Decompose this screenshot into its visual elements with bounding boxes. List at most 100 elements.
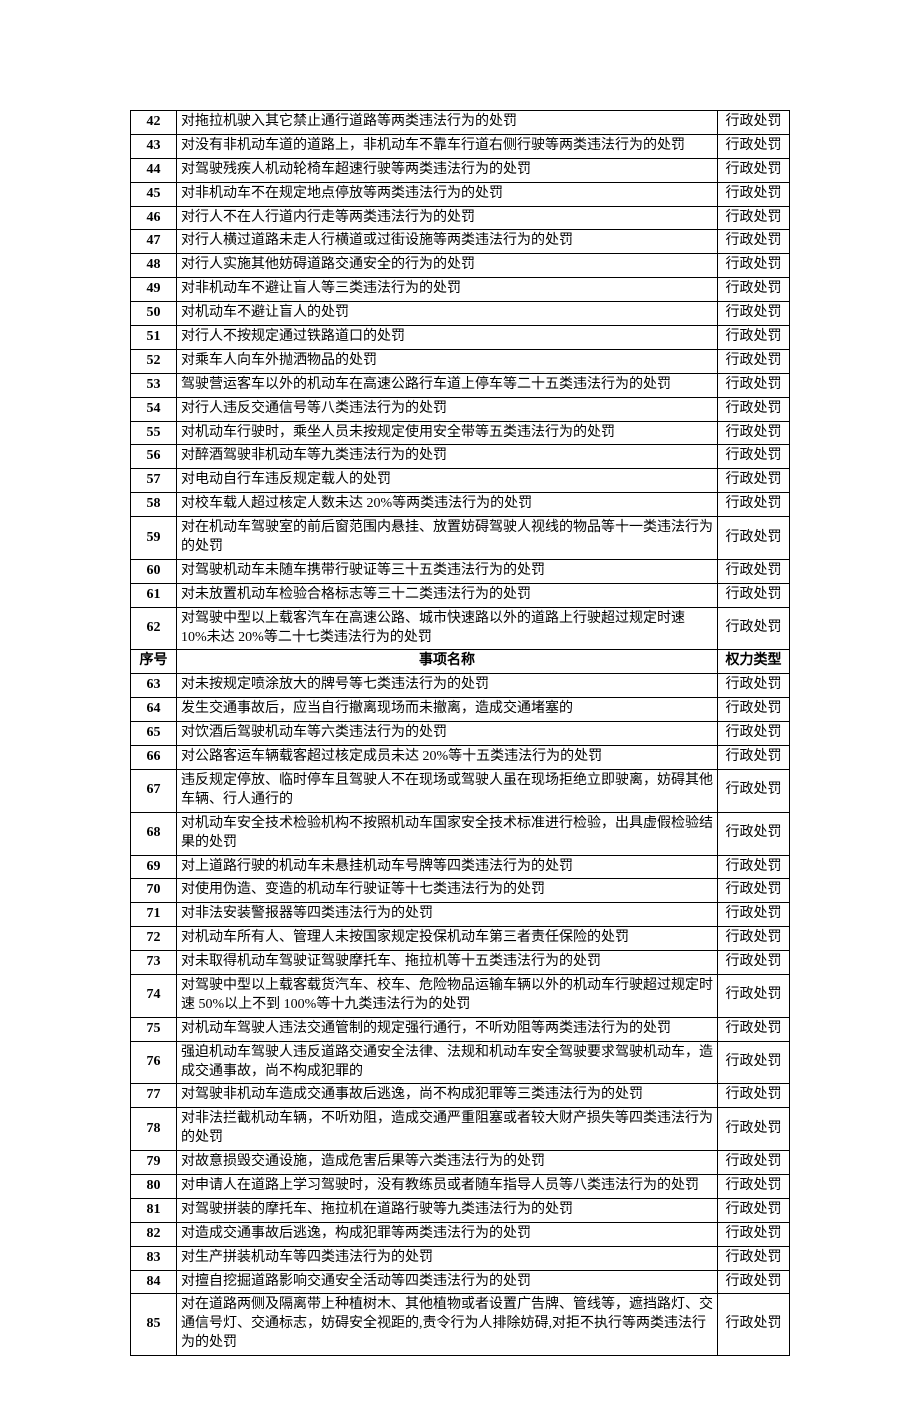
row-num: 77: [131, 1084, 177, 1108]
row-num: 53: [131, 373, 177, 397]
row-desc: 对在道路两侧及隔离带上种植树木、其他植物或者设置广告牌、管线等，遮挡路灯、交通信…: [177, 1294, 718, 1356]
row-num: 76: [131, 1041, 177, 1084]
table-row: 75对机动车驾驶人违法交通管制的规定强行通行，不听劝阻等两类违法行为的处罚行政处…: [131, 1017, 790, 1041]
row-type: 行政处罚: [718, 493, 790, 517]
row-num: 74: [131, 974, 177, 1017]
row-type: 行政处罚: [718, 903, 790, 927]
table-row: 77对驾驶非机动车造成交通事故后逃逸，尚不构成犯罪等三类违法行为的处罚行政处罚: [131, 1084, 790, 1108]
row-num: 61: [131, 583, 177, 607]
table-row: 67违反规定停放、临时停车且驾驶人不在现场或驾驶人虽在现场拒绝立即驶离，妨碍其他…: [131, 769, 790, 812]
table-row: 44对驾驶残疾人机动轮椅车超速行驶等两类违法行为的处罚行政处罚: [131, 158, 790, 182]
row-type: 行政处罚: [718, 559, 790, 583]
row-type: 行政处罚: [718, 1174, 790, 1198]
row-num: 72: [131, 927, 177, 951]
row-num: 49: [131, 278, 177, 302]
row-desc: 对机动车行驶时，乘坐人员未按规定使用安全带等五类违法行为的处罚: [177, 421, 718, 445]
table-row: 45对非机动车不在规定地点停放等两类违法行为的处罚行政处罚: [131, 182, 790, 206]
row-type: 行政处罚: [718, 373, 790, 397]
row-num: 55: [131, 421, 177, 445]
row-desc: 对生产拼装机动车等四类违法行为的处罚: [177, 1246, 718, 1270]
row-desc: 对非机动车不在规定地点停放等两类违法行为的处罚: [177, 182, 718, 206]
row-type: 行政处罚: [718, 421, 790, 445]
regulations-table: 42对拖拉机驶入其它禁止通行道路等两类违法行为的处罚行政处罚43对没有非机动车道…: [130, 110, 790, 1356]
header-type: 权力类型: [718, 650, 790, 674]
row-type: 行政处罚: [718, 1198, 790, 1222]
table-row: 47对行人横过道路未走人行横道或过街设施等两类违法行为的处罚行政处罚: [131, 230, 790, 254]
row-num: 68: [131, 812, 177, 855]
table-row: 48对行人实施其他妨碍道路交通安全的行为的处罚行政处罚: [131, 254, 790, 278]
row-desc: 对机动车所有人、管理人未按国家规定投保机动车第三者责任保险的处罚: [177, 927, 718, 951]
table-row: 81对驾驶拼装的摩托车、拖拉机在道路行驶等九类违法行为的处罚行政处罚: [131, 1198, 790, 1222]
row-type: 行政处罚: [718, 722, 790, 746]
table-row: 62对驾驶中型以上载客汽车在高速公路、城市快速路以外的道路上行驶超过规定时速 1…: [131, 607, 790, 650]
row-desc: 对行人违反交通信号等八类违法行为的处罚: [177, 397, 718, 421]
row-desc: 违反规定停放、临时停车且驾驶人不在现场或驾驶人虽在现场拒绝立即驶离，妨碍其他车辆…: [177, 769, 718, 812]
row-type: 行政处罚: [718, 812, 790, 855]
header-num: 序号: [131, 650, 177, 674]
row-type: 行政处罚: [718, 326, 790, 350]
row-num: 50: [131, 302, 177, 326]
row-type: 行政处罚: [718, 1294, 790, 1356]
table-row: 46对行人不在人行道内行走等两类违法行为的处罚行政处罚: [131, 206, 790, 230]
row-type: 行政处罚: [718, 397, 790, 421]
row-desc: 对行人不按规定通过铁路道口的处罚: [177, 326, 718, 350]
table-row: 82对造成交通事故后逃逸，构成犯罪等两类违法行为的处罚行政处罚: [131, 1222, 790, 1246]
table-row: 74对驾驶中型以上载客载货汽车、校车、危险物品运输车辆以外的机动车行驶超过规定时…: [131, 974, 790, 1017]
table-row: 43对没有非机动车道的道路上，非机动车不靠车行道右侧行驶等两类违法行为的处罚行政…: [131, 134, 790, 158]
row-desc: 对拖拉机驶入其它禁止通行道路等两类违法行为的处罚: [177, 111, 718, 135]
row-num: 44: [131, 158, 177, 182]
row-num: 48: [131, 254, 177, 278]
row-num: 57: [131, 469, 177, 493]
table-row: 85对在道路两侧及隔离带上种植树木、其他植物或者设置广告牌、管线等，遮挡路灯、交…: [131, 1294, 790, 1356]
row-desc: 发生交通事故后，应当自行撤离现场而未撤离，造成交通堵塞的: [177, 698, 718, 722]
row-desc: 对醉酒驾驶非机动车等九类违法行为的处罚: [177, 445, 718, 469]
row-type: 行政处罚: [718, 111, 790, 135]
table-row: 54对行人违反交通信号等八类违法行为的处罚行政处罚: [131, 397, 790, 421]
table-row: 序号事项名称权力类型: [131, 650, 790, 674]
row-type: 行政处罚: [718, 278, 790, 302]
row-desc: 对造成交通事故后逃逸，构成犯罪等两类违法行为的处罚: [177, 1222, 718, 1246]
table-row: 56对醉酒驾驶非机动车等九类违法行为的处罚行政处罚: [131, 445, 790, 469]
row-type: 行政处罚: [718, 206, 790, 230]
row-desc: 对驾驶中型以上载客汽车在高速公路、城市快速路以外的道路上行驶超过规定时速 10%…: [177, 607, 718, 650]
row-num: 54: [131, 397, 177, 421]
row-type: 行政处罚: [718, 182, 790, 206]
row-num: 64: [131, 698, 177, 722]
row-desc: 对饮酒后驾驶机动车等六类违法行为的处罚: [177, 722, 718, 746]
row-desc: 对校车载人超过核定人数未达 20%等两类违法行为的处罚: [177, 493, 718, 517]
row-desc: 对没有非机动车道的道路上，非机动车不靠车行道右侧行驶等两类违法行为的处罚: [177, 134, 718, 158]
row-num: 70: [131, 879, 177, 903]
table-row: 58对校车载人超过核定人数未达 20%等两类违法行为的处罚行政处罚: [131, 493, 790, 517]
row-desc: 强迫机动车驾驶人违反道路交通安全法律、法规和机动车安全驾驶要求驾驶机动车，造成交…: [177, 1041, 718, 1084]
row-desc: 对上道路行驶的机动车未悬挂机动车号牌等四类违法行为的处罚: [177, 855, 718, 879]
row-desc: 对行人不在人行道内行走等两类违法行为的处罚: [177, 206, 718, 230]
table-row: 51对行人不按规定通过铁路道口的处罚行政处罚: [131, 326, 790, 350]
row-desc: 对擅自挖掘道路影响交通安全活动等四类违法行为的处罚: [177, 1270, 718, 1294]
row-type: 行政处罚: [718, 1041, 790, 1084]
row-type: 行政处罚: [718, 1151, 790, 1175]
row-num: 51: [131, 326, 177, 350]
row-type: 行政处罚: [718, 1246, 790, 1270]
table-row: 59对在机动车驾驶室的前后窗范围内悬挂、放置妨碍驾驶人视线的物品等十一类违法行为…: [131, 517, 790, 560]
row-num: 69: [131, 855, 177, 879]
table-row: 65对饮酒后驾驶机动车等六类违法行为的处罚行政处罚: [131, 722, 790, 746]
row-desc: 驾驶营运客车以外的机动车在高速公路行车道上停车等二十五类违法行为的处罚: [177, 373, 718, 397]
row-num: 73: [131, 951, 177, 975]
row-num: 60: [131, 559, 177, 583]
row-type: 行政处罚: [718, 879, 790, 903]
row-num: 52: [131, 349, 177, 373]
row-desc: 对机动车安全技术检验机构不按照机动车国家安全技术标准进行检验，出具虚假检验结果的…: [177, 812, 718, 855]
table-row: 60对驾驶机动车未随车携带行驶证等三十五类违法行为的处罚行政处罚: [131, 559, 790, 583]
row-desc: 对故意损毁交通设施，造成危害后果等六类违法行为的处罚: [177, 1151, 718, 1175]
table-row: 73对未取得机动车驾驶证驾驶摩托车、拖拉机等十五类违法行为的处罚行政处罚: [131, 951, 790, 975]
row-num: 82: [131, 1222, 177, 1246]
row-type: 行政处罚: [718, 674, 790, 698]
table-row: 79对故意损毁交通设施，造成危害后果等六类违法行为的处罚行政处罚: [131, 1151, 790, 1175]
table-row: 71对非法安装警报器等四类违法行为的处罚行政处罚: [131, 903, 790, 927]
row-num: 47: [131, 230, 177, 254]
row-type: 行政处罚: [718, 254, 790, 278]
row-desc: 对公路客运车辆载客超过核定成员未达 20%等十五类违法行为的处罚: [177, 746, 718, 770]
row-type: 行政处罚: [718, 607, 790, 650]
row-type: 行政处罚: [718, 583, 790, 607]
table-row: 83对生产拼装机动车等四类违法行为的处罚行政处罚: [131, 1246, 790, 1270]
